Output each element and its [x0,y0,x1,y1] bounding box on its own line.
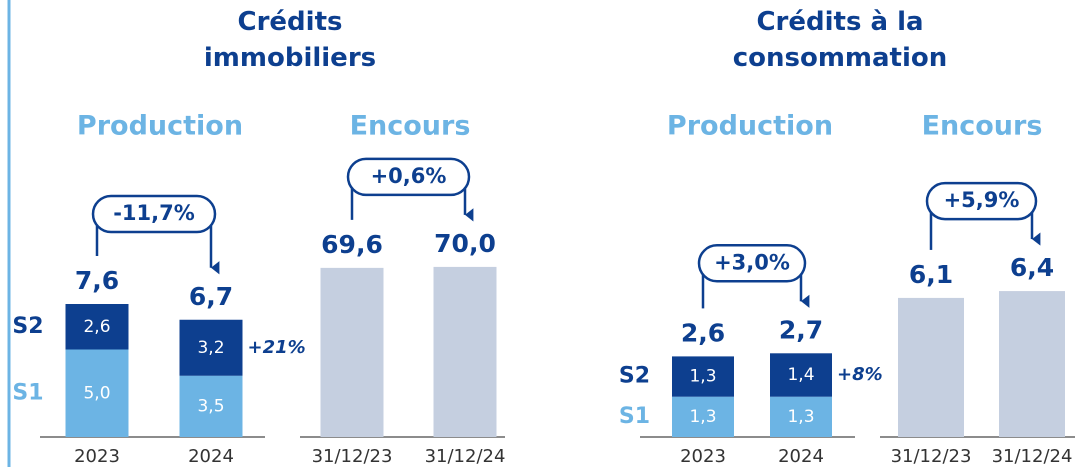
segment-change: +8% [837,364,883,385]
group-heading: Crédits immobiliers [203,7,377,73]
segment-label: 1,3 [787,407,814,427]
x-tick-label: 31/12/23 [312,446,393,467]
group-heading: Crédits à la consommation [732,7,948,73]
segment-label: 1,3 [689,367,716,387]
bar-segment [179,375,243,437]
segment-change: +21% [248,337,306,358]
segment-label: 3,2 [197,338,224,358]
x-tick-label: 2023 [74,446,120,467]
change-bubble [346,157,471,197]
value-label: 69,6 [321,230,383,259]
total-label: 2,6 [681,318,725,347]
value-label: 6,1 [909,260,953,289]
bar-segment [770,353,832,397]
total-label: 7,6 [75,266,119,295]
change-bubble [697,244,807,283]
bar [320,267,384,437]
chart-subtitle: Production [667,111,833,142]
bar-segment [65,349,129,437]
x-tick-label: 2024 [188,446,234,467]
x-tick-label: 2023 [680,446,726,467]
bar [898,297,964,437]
chart-subtitle: Production [77,111,243,142]
segment-label: 2,6 [83,317,110,337]
value-label: 70,0 [434,229,496,258]
segment-label: 1,3 [689,407,716,427]
x-tick-label: 31/12/24 [992,446,1073,467]
total-label: 2,7 [779,315,823,344]
bar-segment [179,319,243,376]
bar-segment [672,356,734,397]
segment-label: 5,0 [83,383,110,403]
segment-label: 1,4 [787,365,814,385]
chart-subtitle: Encours [922,111,1043,142]
legend-label: S2 [619,364,650,389]
bar-segment [672,396,734,437]
segment-label: 3,5 [197,396,224,416]
change-label: +5,9% [944,188,1020,212]
x-tick-label: 31/12/23 [891,446,972,467]
x-tick-label: 31/12/24 [425,446,506,467]
chart-subtitle: Encours [350,111,471,142]
bar-segment [65,304,129,350]
change-label: +0,6% [371,164,447,188]
bar-segment [770,396,832,437]
change-bubble [925,181,1038,221]
x-tick-label: 2024 [778,446,824,467]
value-label: 6,4 [1010,253,1054,282]
change-label: -11,7% [113,201,195,225]
change-bubble [91,194,217,234]
bar [433,266,497,437]
legend-label: S2 [12,314,43,339]
legend-label: S1 [619,404,650,429]
legend-label: S1 [12,380,43,405]
bar [999,291,1065,437]
change-label: +3,0% [714,250,790,274]
total-label: 6,7 [189,282,233,311]
